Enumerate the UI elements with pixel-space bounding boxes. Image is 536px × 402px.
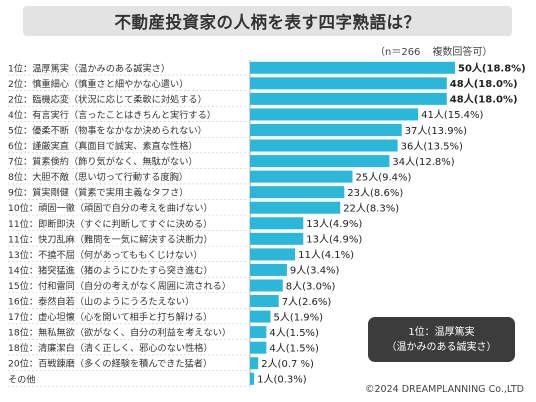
bar	[250, 139, 398, 152]
bar	[250, 217, 304, 230]
data-label: 2人(0.7 %)	[261, 358, 314, 370]
data-label: 13人(4.9%)	[306, 234, 362, 246]
data-label: 23人(8.6%)	[347, 187, 403, 199]
data-label: 48人(18.0%)	[450, 93, 518, 106]
bar	[250, 326, 267, 339]
bar	[250, 61, 455, 74]
bar	[250, 310, 271, 323]
data-label: 8人(3.0%)	[286, 280, 336, 292]
category-label: 18位：無私無欲（欲がなく、自分の利益を考えない）	[8, 327, 231, 339]
category-label: 16位：泰然自若（山のようにうろたえない）	[8, 296, 194, 308]
top-answer-callout: 1位：温厚篤実 （温かみのある誠実さ）	[368, 317, 515, 362]
category-label: 10位：頑固一徹（頑固で自分の考えを曲げない）	[8, 202, 213, 214]
data-label: 7人(2.6%)	[282, 296, 332, 308]
data-label: 4人(1.5%)	[269, 327, 319, 339]
data-label: 22人(8.3%)	[343, 203, 399, 215]
category-label: 9位：質実剛健（質素で実用主義なタフさ）	[8, 187, 188, 199]
data-label: 37人(13.9%)	[405, 125, 467, 137]
data-label: 36人(13.5%)	[401, 140, 463, 152]
bar	[250, 341, 267, 354]
category-label: 7位：質素倹約（飾り気がなく、無駄がない）	[8, 156, 198, 168]
category-label: その他	[8, 373, 36, 385]
data-label: 13人(4.9%)	[306, 218, 362, 230]
bar	[250, 263, 287, 276]
bar	[250, 248, 296, 261]
bar	[250, 201, 341, 214]
category-label: 13位：不撓不屈（何があってももくじけない）	[8, 249, 203, 261]
bar	[250, 170, 353, 183]
bar	[250, 279, 283, 292]
bar	[250, 186, 345, 199]
category-label: 4位：有言実行（言ったことはきちんと実行する）	[8, 109, 216, 121]
category-label: 17位：虚心坦懐（心を開いて相手と打ち解ける）	[8, 311, 212, 323]
bar	[250, 108, 419, 121]
category-label: 20位：百戦錬磨（多くの経験を積んできた猛者）	[8, 358, 212, 370]
bar	[250, 372, 255, 385]
category-label: 11位：快刀乱麻（難問を一気に解決する決断力）	[8, 233, 213, 245]
data-label: 50人(18.8%)	[458, 62, 526, 75]
data-label: 4人(1.5%)	[269, 342, 319, 354]
data-label: 48人(18.0%)	[450, 77, 518, 90]
chart-title: 不動産投資家の人柄を表す四字熟語は？	[114, 13, 421, 32]
data-label: 25人(9.4%)	[356, 171, 412, 183]
category-label: 1位：温厚篤実（温かみのある誠実さ）	[8, 62, 170, 74]
data-label: 5人(1.9%)	[274, 311, 324, 323]
data-label: 9人(3.4%)	[290, 265, 340, 277]
copyright: ©2024 DREAMPLANNING Co.,LTD	[365, 384, 524, 395]
category-label: 8位：大胆不敵（思い切って行動する度胸）	[8, 171, 188, 183]
category-label: 6位：謹厳実直（真面目で誠実、素直な性格）	[8, 140, 198, 152]
category-label: 15位：付和雷同（自分の考えがなく周囲に流される）	[8, 280, 231, 292]
category-label: 18位：清廉潔白（清く正しく、邪心のない性格）	[8, 342, 213, 354]
bar	[250, 123, 402, 136]
category-label: 11位：即断即決（すぐに判断してすぐに決める）	[8, 218, 212, 230]
category-label: 14位：猪突猛進（猪のようにひたすら突き進む）	[8, 264, 213, 276]
category-label: 2位：慎重細心（慎重さと細やかな心遣い）	[8, 78, 188, 90]
bar	[250, 77, 447, 90]
title-banner: 不動産投資家の人柄を表す四字熟語は？	[23, 6, 512, 36]
callout-line-1: 1位：温厚篤実	[408, 326, 475, 338]
bar	[250, 357, 259, 370]
data-label: 1人(0.3%)	[257, 374, 307, 386]
callout-line-2: （温かみのある誠実さ）	[386, 341, 497, 353]
sample-size: （n＝266	[375, 47, 421, 58]
data-label: 34人(12.8%)	[392, 156, 454, 168]
data-label: 11人(4.1%)	[298, 249, 354, 261]
category-label: 5位：優柔不断（物事をなかなか決められない）	[8, 124, 207, 136]
category-label: 2位：臨機応変（状況に応じて柔軟に対処する）	[8, 93, 207, 105]
sample-note: （n＝266 複数回答可）	[375, 43, 525, 58]
bar	[250, 155, 390, 168]
bar	[250, 232, 304, 245]
bar	[250, 92, 447, 105]
bar	[250, 295, 279, 308]
multi-answer-note: 複数回答可）	[432, 47, 493, 58]
data-label: 41人(15.4%)	[421, 109, 483, 121]
